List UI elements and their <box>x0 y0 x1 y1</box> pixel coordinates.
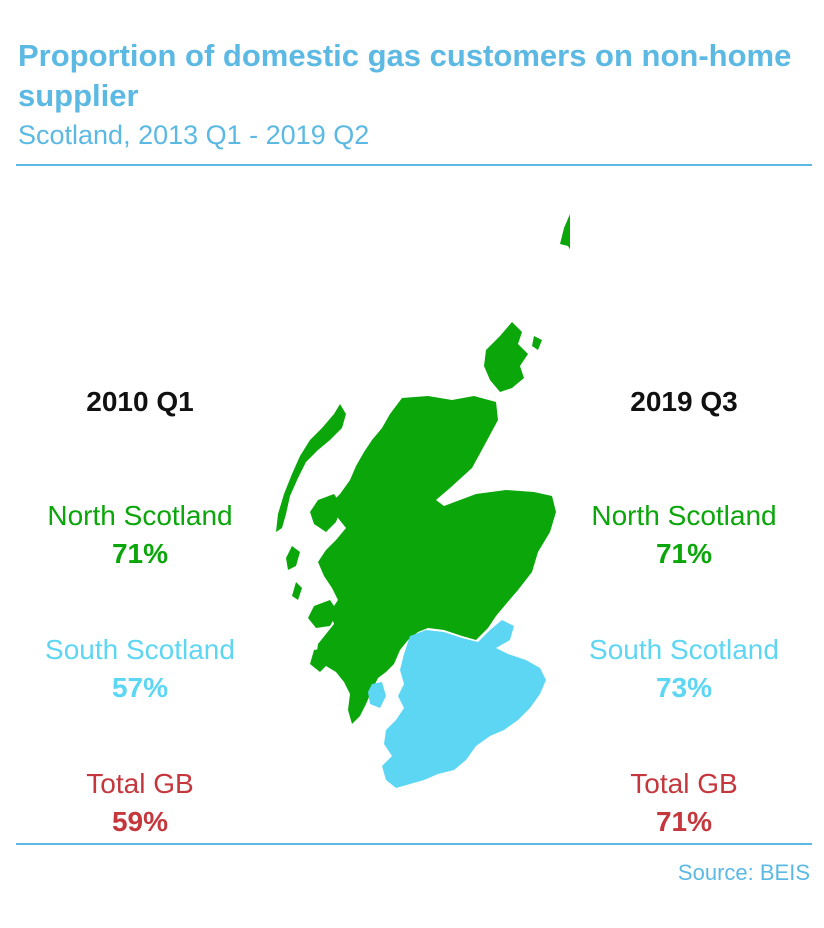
right-total-value: 71% <box>655 806 713 837</box>
right-south-value: 73% <box>655 672 713 703</box>
north-scotland-region <box>316 396 556 724</box>
left-north-label: North Scotland <box>47 500 233 531</box>
right-south-label: South Scotland <box>589 634 779 665</box>
south-scotland-region <box>382 620 546 788</box>
right-north-label: North Scotland <box>591 500 777 531</box>
mull-island <box>308 600 338 628</box>
arran-island <box>368 682 386 708</box>
orkney-islands <box>484 322 542 392</box>
skye-island <box>310 494 342 532</box>
left-south-value: 57% <box>111 672 169 703</box>
left-total-value: 59% <box>111 806 169 837</box>
scotland-map <box>276 214 570 788</box>
bottom-divider <box>16 843 812 845</box>
top-divider <box>16 164 812 166</box>
left-north-value: 71% <box>111 538 169 569</box>
right-period-label: 2019 Q3 <box>630 386 738 417</box>
right-total-label: Total GB <box>630 768 738 799</box>
islay-island <box>310 648 330 672</box>
outer-hebrides <box>276 404 346 600</box>
page-title: Proportion of domestic gas customers on … <box>18 38 792 113</box>
shetland-islands <box>560 214 570 250</box>
right-north-value: 71% <box>655 538 713 569</box>
left-south-label: South Scotland <box>45 634 235 665</box>
page-subtitle: Scotland, 2013 Q1 - 2019 Q2 <box>18 120 370 150</box>
source-note: Source: BEIS <box>677 860 810 885</box>
left-total-label: Total GB <box>86 768 194 799</box>
left-period-label: 2010 Q1 <box>86 386 194 417</box>
